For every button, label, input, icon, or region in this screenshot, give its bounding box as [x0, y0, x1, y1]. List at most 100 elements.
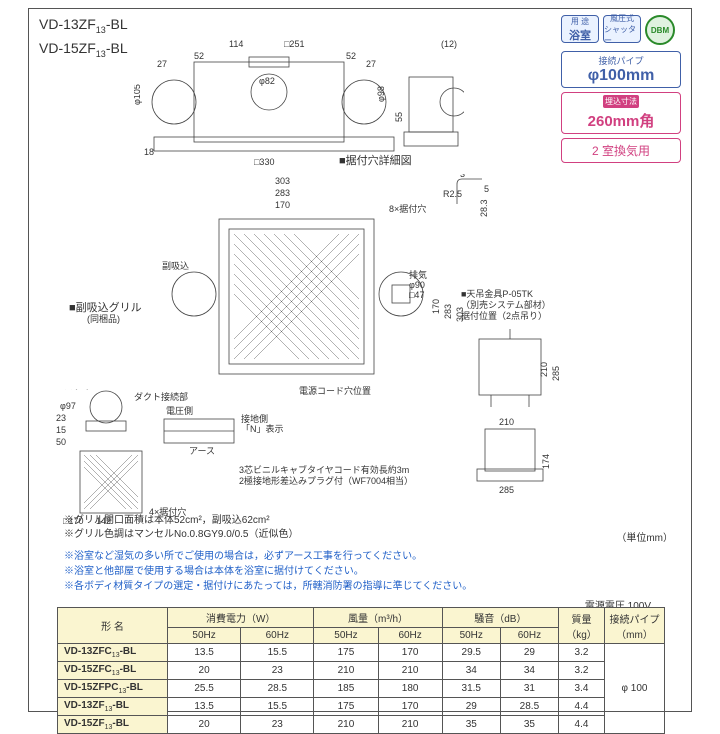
th-p50: 50Hz — [168, 628, 241, 644]
grill-title: ■副吸込グリル — [69, 299, 142, 315]
dim-170: 170 — [275, 200, 290, 210]
th-power: 消費電力（W） — [168, 608, 314, 628]
badge-shutter: 風圧式 シャッター — [603, 15, 641, 43]
cell-mass: 3.2 — [559, 662, 605, 680]
hd-283: 28.3 — [479, 199, 489, 217]
h50: 50 — [56, 437, 66, 447]
cell-a60: 210 — [378, 662, 442, 680]
cell-a50: 210 — [314, 662, 378, 680]
cell-model: VD-13ZFC13-BL — [58, 644, 168, 662]
hanger-210: 210 — [539, 362, 549, 377]
badge-shutter-bottom: シャッター — [604, 24, 640, 46]
cell-a60: 170 — [378, 644, 442, 662]
th-n60: 60Hz — [500, 628, 558, 644]
cell-mass: 3.4 — [559, 680, 605, 698]
diagram-hanger: 210 285 210 285 174 — [461, 329, 571, 509]
hanger-210b: 210 — [499, 417, 514, 427]
dim-105: φ105 — [134, 84, 142, 105]
cell-p60: 28.5 — [241, 680, 314, 698]
table-row: VD-15ZF13-BL202321021035354.4 — [58, 716, 665, 734]
hanger-285: 285 — [551, 366, 561, 381]
th-pipe: 接続パイプ （mm） — [605, 608, 665, 644]
badge-shutter-top: 風圧式 — [610, 13, 634, 24]
cell-p60: 15.5 — [241, 644, 314, 662]
cell-a60: 170 — [378, 698, 442, 716]
cell-n60: 35 — [500, 716, 558, 734]
table-row: VD-15ZFPC13-BL25.528.518518031.5313.4 — [58, 680, 665, 698]
cell-p50: 20 — [168, 662, 241, 680]
badge-use-top: 用 途 — [571, 16, 589, 27]
hd-5: 5 — [484, 184, 489, 194]
th-mass: 質量 （kg） — [559, 608, 605, 644]
th-airflow: 風量（m³/h） — [314, 608, 442, 628]
exhaust-90: φ90 — [409, 280, 425, 290]
badge-dbm: DBM — [645, 15, 675, 45]
cell-p50: 20 — [168, 716, 241, 734]
cell-n60: 34 — [500, 662, 558, 680]
dim-52: 52 — [194, 51, 204, 61]
notes-blue: ※浴室など湿気の多い所でご使用の場合は，必ずアース工事を行ってください。 ※浴室… — [64, 549, 472, 594]
dim-330: □330 — [254, 157, 274, 167]
cell-a60: 180 — [378, 680, 442, 698]
datasheet-page: VD-13ZF13-BL VD-15ZF13-BL 用 途 浴室 風圧式 シャッ… — [28, 8, 692, 712]
cell-model: VD-15ZFC13-BL — [58, 662, 168, 680]
dim-170r: 170 — [431, 299, 441, 314]
th-n50: 50Hz — [442, 628, 500, 644]
grill-d97: φ97 — [60, 401, 76, 411]
cell-model: VD-15ZF13-BL — [58, 716, 168, 734]
table-row: VD-15ZFC13-BL202321021034343.2 — [58, 662, 665, 680]
dim-27: 27 — [157, 59, 167, 69]
cord-pos: 電源コード穴位置 — [299, 385, 371, 396]
dim-12: (12) — [441, 39, 457, 49]
badge-opening-label: 埋込寸法 — [603, 95, 639, 108]
cell-a50: 175 — [314, 644, 378, 662]
h15: 15 — [56, 425, 66, 435]
unit-note: （単位mm） — [616, 529, 673, 544]
spec-table: 形 名 消費電力（W） 風量（m³/h） 騒音（dB） 質量 （kg） 接続パイ… — [57, 607, 665, 734]
th-a60: 60Hz — [378, 628, 442, 644]
dim-114: 114 — [229, 39, 243, 49]
ground-side-label: 接地側 — [241, 413, 268, 424]
cell-p50: 13.5 — [168, 644, 241, 662]
cell-a50: 175 — [314, 698, 378, 716]
badge-opening: 埋込寸法 260mm角 — [561, 92, 681, 134]
cell-n50: 31.5 — [442, 680, 500, 698]
cell-n60: 29 — [500, 644, 558, 662]
dim-27b: 27 — [366, 59, 376, 69]
mount-8: 8×据付穴 — [389, 203, 426, 214]
exhaust-label: 排気 — [409, 269, 427, 280]
dim-303: 303 — [275, 176, 290, 186]
cell-n50: 29 — [442, 698, 500, 716]
cell-n60: 28.5 — [500, 698, 558, 716]
grill-sub: (同梱品) — [87, 314, 120, 325]
badge-rooms: 2 室換気用 — [561, 138, 681, 163]
dim-52b: 52 — [346, 51, 356, 61]
model-2: VD-15ZF13-BL — [39, 39, 128, 63]
cord-note: 3芯ビニルキャブタイヤコード有効長約3m 2極接地形差込みプラグ付（WF7004… — [239, 465, 469, 487]
cell-a50: 185 — [314, 680, 378, 698]
cell-a50: 210 — [314, 716, 378, 734]
cell-n50: 34 — [442, 662, 500, 680]
dim-283r: 283 — [443, 304, 453, 319]
badge-opening-value: 260mm角 — [566, 110, 676, 131]
cell-n60: 31 — [500, 680, 558, 698]
diagram-grill: パッキン ダクト接続部 φ97 50 15 23 142 142 □170 4×… — [56, 389, 206, 529]
note-blue-3: ※各ボディ材質タイプの選定・据付けにあたっては，所轄消防署の指導に準じてください… — [64, 579, 472, 594]
packing-label: パッキン — [64, 389, 100, 391]
notes-black: ※グリル開口面積は本体52cm²，副吸込62cm² ※グリル色調はマンセルNo.… — [64, 514, 299, 542]
note-black-2: ※グリル色調はマンセルNo.0.8GY9.0/0.5（近似色） — [64, 528, 299, 542]
cell-mass: 4.4 — [559, 698, 605, 716]
h142: 142 — [56, 474, 58, 489]
badge-row: 用 途 浴室 風圧式 シャッター DBM — [561, 15, 681, 45]
cell-mass: 3.2 — [559, 644, 605, 662]
cell-p50: 25.5 — [168, 680, 241, 698]
ground-n-label: 「N」表示 — [241, 423, 284, 434]
badge-pipe: 接続パイプ φ100mm — [561, 51, 681, 88]
duct-conn-label: ダクト接続部 — [134, 391, 188, 402]
cell-model: VD-13ZF13-BL — [58, 698, 168, 716]
cell-mass: 4.4 — [559, 716, 605, 734]
sub-intake-label: 副吸込 — [162, 261, 189, 271]
dim-82: φ82 — [259, 76, 275, 86]
dim-251: □251 — [284, 39, 304, 49]
dim-18: 18 — [144, 147, 154, 157]
